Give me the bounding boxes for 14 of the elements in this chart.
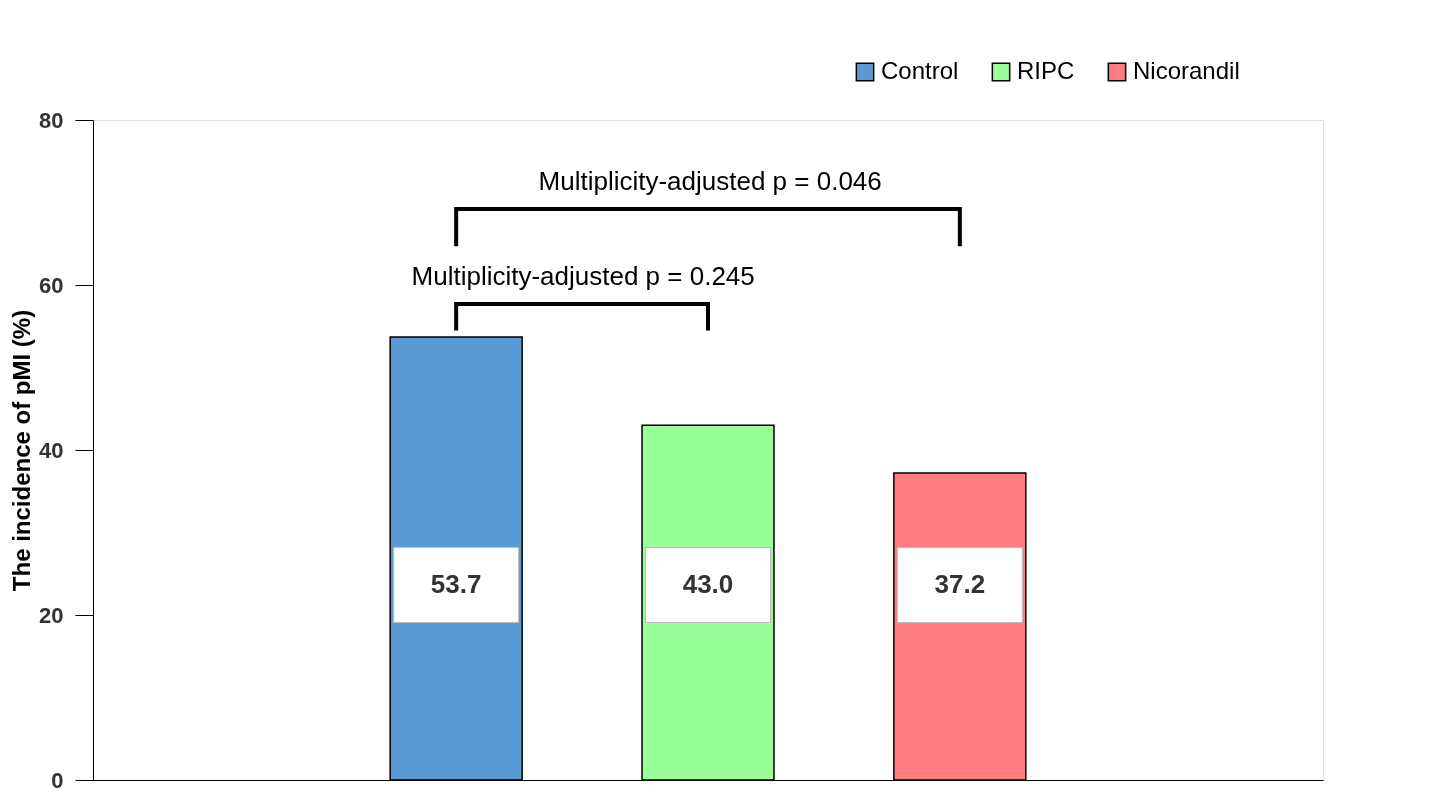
annotation: Multiplicity-adjusted p = 0.245 <box>411 260 755 291</box>
annotation: Multiplicity-adjusted p = 0.046 <box>538 166 882 197</box>
y-tick-label: 20 <box>39 602 64 628</box>
y-axis-title: The incidence of pMI (%) <box>8 309 36 592</box>
text: 37.2 <box>934 569 986 599</box>
legend-label: Control <box>881 57 959 84</box>
y-tick-label: 80 <box>39 107 64 133</box>
text: 43.0 <box>682 569 734 599</box>
y-tick-label: 0 <box>51 767 64 793</box>
text: 53.7 <box>430 569 482 599</box>
legend-label: RIPC <box>1017 57 1075 84</box>
y-tick-label: 40 <box>39 437 64 463</box>
y-tick-label: 60 <box>39 272 64 298</box>
legend-label: Nicorandil <box>1133 57 1240 84</box>
